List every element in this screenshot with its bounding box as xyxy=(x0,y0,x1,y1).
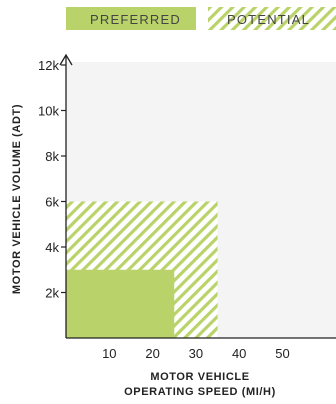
x-tick-label: 40 xyxy=(232,346,246,361)
legend-label-preferred: PREFERRED xyxy=(90,12,181,27)
x-axis-title-line-2: OPERATING SPEED (MI/H) xyxy=(124,386,276,398)
legend: PREFERRED POTENTIAL xyxy=(66,7,336,30)
y-tick-label: 8k xyxy=(45,149,59,164)
legend-swatch-preferred xyxy=(66,7,196,30)
y-tick-label: 10k xyxy=(38,104,59,119)
legend-label-potential: POTENTIAL xyxy=(227,12,310,27)
y-tick-label: 2k xyxy=(45,286,59,301)
x-tick-label: 30 xyxy=(189,346,203,361)
y-axis-arrow-icon xyxy=(59,53,73,66)
x-axis-title-line-1: MOTOR VEHICLE xyxy=(150,371,249,383)
series-region-preferred xyxy=(66,269,175,338)
x-tick-label: 20 xyxy=(145,346,159,361)
y-tick-label: 4k xyxy=(45,240,59,255)
y-tick-label: 12k xyxy=(38,58,59,73)
legend-swatch-potential xyxy=(208,7,336,30)
x-tick-label: 50 xyxy=(275,346,289,361)
y-tick-label: 6k xyxy=(45,195,59,210)
x-tick-label: 10 xyxy=(102,346,116,361)
y-axis-title: MOTOR VEHICLE VOLUME (ADT) xyxy=(11,104,23,294)
